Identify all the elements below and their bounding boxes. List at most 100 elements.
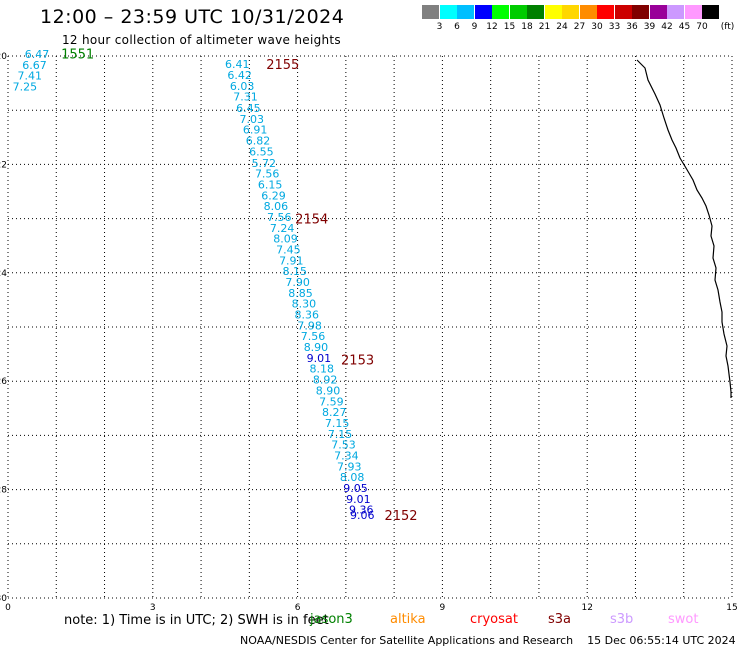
scale-tick-label: 27 [573, 22, 586, 32]
scale-tick-label: 21 [538, 22, 551, 32]
y-tick-label: -28 [0, 486, 7, 496]
scale-swatch [614, 5, 632, 19]
wave-height-value: 6.55 [249, 145, 274, 158]
y-tick-label: -22 [0, 160, 7, 170]
wave-height-value: 7.25 [13, 80, 38, 93]
wave-height-value: 7.15 [328, 428, 353, 441]
wave-height-value: 8.90 [304, 341, 329, 354]
wave-height-value: 6.41 [225, 58, 250, 71]
wave-height-value: 7.56 [301, 330, 326, 343]
scale-tick-label: 9 [471, 22, 478, 32]
wave-height-value: 6.15 [258, 178, 283, 191]
wave-height-value: 6.03 [230, 80, 255, 93]
scale-swatch [597, 5, 614, 19]
wave-height-value: 6.82 [246, 135, 271, 148]
wave-height-value: 7.91 [279, 254, 304, 267]
wave-height-value: 6.67 [22, 59, 47, 72]
pass-time-label: 2153 [341, 354, 374, 369]
satellite-legend-item: altika [390, 612, 426, 627]
wave-height-value: 7.93 [337, 460, 362, 473]
wave-height-value: 8.06 [264, 200, 289, 213]
coastline [636, 59, 732, 398]
wave-height-value: 9.36 [349, 504, 374, 517]
pass-time-label: 1551 [61, 47, 94, 62]
scale-tick-label: 33 [608, 22, 621, 32]
wave-height-value: 7.98 [297, 319, 322, 332]
map-subtitle: 12 hour collection of altimeter wave hei… [62, 33, 341, 47]
scale-swatch [684, 5, 702, 19]
scale-tick-label: 39 [643, 22, 656, 32]
scale-swatch [632, 5, 649, 19]
scale-tick-label: 3 [436, 22, 443, 32]
scale-tick-label: 18 [521, 22, 533, 32]
satellite-legend-item: s3a [548, 612, 572, 627]
pass-time-label: 2152 [384, 509, 417, 524]
wave-height-value: 8.08 [340, 471, 365, 484]
wave-height-value: 9.01 [346, 493, 371, 506]
scale-tick-label: 70 [696, 22, 708, 32]
credit-text: NOAA/NESDIS Center for Satellite Applica… [240, 634, 574, 647]
scale-swatch [492, 5, 509, 19]
wave-height-value: 7.59 [319, 395, 344, 408]
scale-tick-label: 45 [678, 22, 691, 32]
satellite-legend-item: cryosat [470, 612, 518, 627]
wave-height-value: 7.31 [233, 91, 258, 104]
x-tick-label: 15 [726, 603, 737, 613]
map-title: 12:00 – 23:59 UTC 10/31/2024 [40, 6, 345, 28]
scale-tick-label: 36 [626, 22, 638, 32]
wave-height-value: 6.91 [243, 124, 268, 137]
y-tick-label: -30 [0, 594, 7, 604]
wave-height-value: 7.45 [276, 243, 301, 256]
wave-height-value: 7.24 [270, 222, 295, 235]
scale-swatch [702, 5, 719, 19]
scale-swatch [527, 5, 544, 19]
pass-time-label: 2155 [266, 58, 299, 73]
wave-height-value: 7.34 [334, 449, 359, 462]
wave-height-value: 7.56 [255, 168, 280, 181]
scale-swatch [544, 5, 562, 19]
scale-tick-label: 6 [454, 22, 460, 32]
wave-height-value: 8.92 [313, 374, 338, 387]
wave-height-value: 9.01 [307, 352, 332, 365]
wave-height-value: 8.36 [295, 309, 320, 322]
scale-tick-label: 30 [591, 22, 603, 32]
wave-height-value: 7.56 [267, 211, 292, 224]
scale-swatch [439, 5, 457, 19]
wave-height-value: 8.18 [309, 363, 334, 376]
map-axes: 0 3 6 9 12 15 -20 -22 -24 -26 -28 -30 [0, 52, 738, 613]
x-tick-label: 9 [440, 603, 446, 613]
scale-swatch [649, 5, 667, 19]
x-tick-label: 12 [581, 603, 592, 613]
wave-height-value: 6.45 [236, 102, 261, 115]
scale-swatch [667, 5, 684, 19]
satellite-legend-item: s3b [610, 612, 634, 627]
x-tick-label: 6 [295, 603, 301, 613]
wave-height-value: 7.15 [325, 417, 350, 430]
scale-swatch [474, 5, 492, 19]
wave-height-value: 8.15 [282, 265, 307, 278]
scale-tick-label: 12 [486, 22, 498, 32]
wave-height-value: 8.09 [273, 233, 298, 246]
wave-height-value: 6.42 [227, 69, 252, 82]
footer-credit: NOAA/NESDIS Center for Satellite Applica… [240, 634, 736, 647]
wave-height-value: 7.41 [17, 70, 42, 83]
wave-height-value: 5.72 [252, 157, 277, 170]
altimeter-tracks: 6.476.677.417.25 1551 6.416.426.037.316.45… [13, 47, 418, 524]
y-tick-label: -20 [0, 52, 7, 62]
scale-tick-label: 24 [556, 22, 568, 32]
scale-tick-label: 42 [661, 22, 673, 32]
satellite-legend-item: jason3 [310, 612, 353, 627]
scale-swatch [579, 5, 597, 19]
map-grid [7, 55, 733, 599]
scale-swatch [422, 5, 439, 19]
wave-height-value: 7.90 [285, 276, 310, 289]
wave-height-value: 6.47 [25, 48, 50, 61]
credit-timestamp: 15 Dec 06:55:14 UTC 2024 [587, 634, 736, 647]
satellite-legend-item: swot [668, 612, 699, 627]
scale-swatch [457, 5, 474, 19]
wave-height-value: 7.03 [239, 113, 264, 126]
scale-unit: (ft) [720, 22, 735, 32]
x-tick-label: 0 [5, 603, 11, 613]
scale-tick-label: 15 [503, 22, 516, 32]
